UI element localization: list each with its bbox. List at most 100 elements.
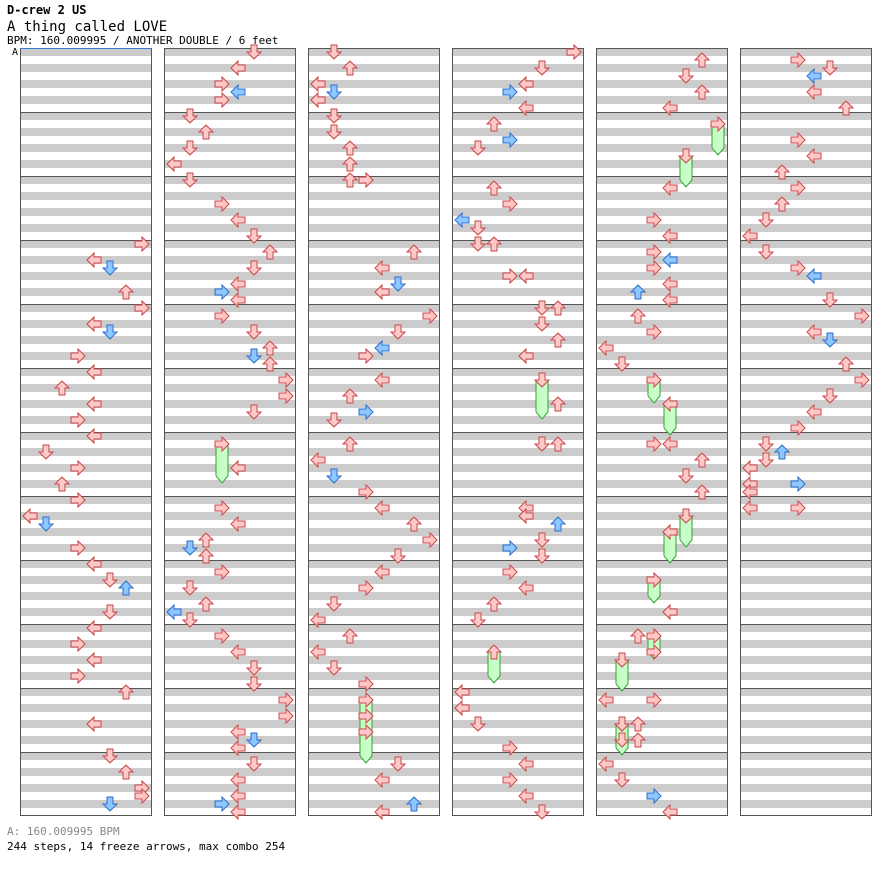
measure-stripe: [308, 272, 440, 280]
step-arrow-red: [518, 755, 534, 773]
step-arrow-red: [646, 691, 662, 709]
measure-stripe: [164, 496, 296, 504]
step-arrow-red: [662, 179, 678, 197]
step-arrow-red: [134, 787, 150, 805]
step-arrow-red: [22, 507, 38, 525]
measure-stripe: [596, 224, 728, 232]
step-arrow-red: [214, 499, 230, 517]
freeze-head-arrow: [646, 371, 662, 389]
step-arrow-blue: [214, 795, 230, 813]
pack-name: D-crew 2 US: [7, 3, 87, 17]
measure-stripe: [20, 64, 152, 72]
step-arrow-red: [806, 83, 822, 101]
measure-stripe: [164, 624, 296, 632]
freeze-head-arrow: [485, 644, 503, 660]
step-arrow-red: [341, 60, 359, 76]
measure-stripe: [596, 144, 728, 152]
step-arrow-red: [549, 332, 567, 348]
step-arrow-red: [358, 707, 374, 725]
step-arrow-blue: [181, 540, 199, 556]
step-arrow-blue: [549, 516, 567, 532]
step-arrow-red: [518, 579, 534, 597]
step-arrow-red: [646, 259, 662, 277]
measure-stripe: [164, 96, 296, 104]
measure-stripe: [164, 288, 296, 296]
step-arrow-red: [757, 452, 775, 468]
measure-stripe: [596, 592, 728, 600]
measure-stripe: [740, 112, 872, 120]
step-arrow-blue: [405, 796, 423, 812]
measure-stripe: [164, 128, 296, 136]
measure-stripe: [596, 208, 728, 216]
step-arrow-red: [790, 499, 806, 517]
step-arrow-red: [230, 291, 246, 309]
measure-stripe: [740, 224, 872, 232]
measure-stripe: [20, 608, 152, 616]
step-arrow-blue: [629, 284, 647, 300]
step-arrow-blue: [101, 260, 119, 276]
measure-stripe: [20, 592, 152, 600]
measure-stripe: [740, 704, 872, 712]
step-arrow-red: [117, 284, 135, 300]
measure-stripe: [20, 448, 152, 456]
measure-stripe: [164, 160, 296, 168]
measure-stripe: [20, 576, 152, 584]
measure-stripe: [596, 672, 728, 680]
step-arrow-red: [646, 211, 662, 229]
measure-stripe: [164, 560, 296, 568]
step-arrow-red: [662, 99, 678, 117]
step-arrow-red: [230, 459, 246, 477]
step-arrow-blue: [646, 787, 662, 805]
step-arrow-blue: [389, 276, 407, 292]
step-arrow-red: [374, 259, 390, 277]
step-arrow-red: [646, 243, 662, 261]
measure-stripe: [20, 672, 152, 680]
step-arrow-red: [197, 532, 215, 548]
step-arrow-red: [502, 267, 518, 285]
measure-stripe: [452, 416, 584, 424]
measure-stripe: [20, 128, 152, 136]
step-arrow-red: [566, 43, 582, 61]
bpm-section-marker: A: [12, 47, 19, 58]
measure-stripe: [740, 80, 872, 88]
measure-stripe: [308, 544, 440, 552]
step-arrow-blue: [230, 83, 246, 101]
measure-stripe: [596, 656, 728, 664]
measure-stripe: [596, 64, 728, 72]
step-arrow-red: [86, 427, 102, 445]
measure-stripe: [452, 208, 584, 216]
measure-stripe: [164, 176, 296, 184]
step-arrow-red: [197, 124, 215, 140]
step-arrow-red: [230, 275, 246, 293]
measure-stripe: [740, 352, 872, 360]
step-arrow-red: [70, 491, 86, 509]
measure-stripe: [740, 784, 872, 792]
measure-stripe: [740, 480, 872, 488]
measure-stripe: [596, 544, 728, 552]
measure-stripe: [164, 80, 296, 88]
measure-stripe: [452, 448, 584, 456]
step-arrow-red: [325, 596, 343, 612]
step-arrow-red: [757, 212, 775, 228]
measure-stripe: [452, 464, 584, 472]
measure-stripe: [596, 768, 728, 776]
step-arrow-red: [646, 643, 662, 661]
measure-stripe: [596, 48, 728, 56]
measure-stripe: [308, 784, 440, 792]
measure-stripe: [596, 528, 728, 536]
step-arrow-red: [278, 387, 294, 405]
measure-stripe: [308, 736, 440, 744]
measure-stripe: [308, 576, 440, 584]
measure-stripe: [308, 128, 440, 136]
measure-stripe: [740, 592, 872, 600]
measure-stripe: [164, 272, 296, 280]
step-arrow-red: [70, 635, 86, 653]
step-arrow-red: [374, 283, 390, 301]
measure-stripe: [308, 448, 440, 456]
step-arrow-red: [245, 660, 263, 676]
step-arrow-red: [181, 580, 199, 596]
step-arrow-red: [598, 691, 614, 709]
step-arrow-red: [374, 563, 390, 581]
step-arrow-blue: [37, 516, 55, 532]
step-arrow-red: [405, 516, 423, 532]
